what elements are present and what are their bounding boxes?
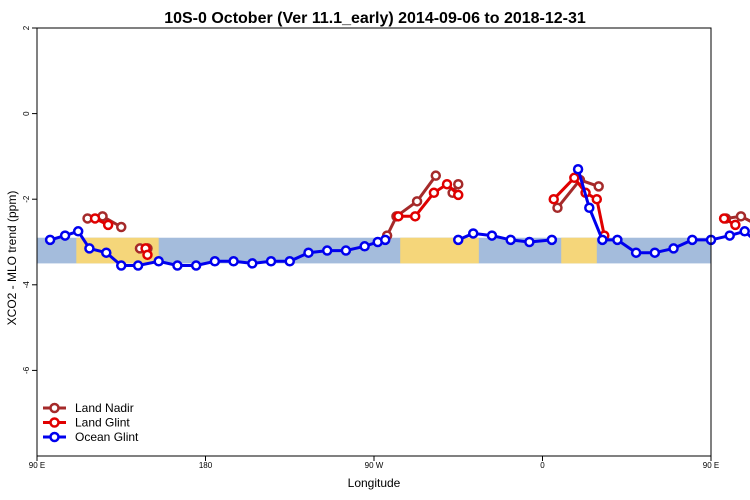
legend-swatch-marker xyxy=(49,417,60,428)
legend-label: Land Nadir xyxy=(75,401,134,415)
data-point xyxy=(190,260,202,271)
data-point xyxy=(59,230,71,241)
legend-item: Land Glint xyxy=(43,416,130,430)
data-point xyxy=(101,247,112,258)
series-layer xyxy=(44,163,750,271)
data-point xyxy=(142,249,153,261)
data-point xyxy=(359,241,370,252)
data-point xyxy=(552,202,563,214)
data-point xyxy=(102,219,114,231)
data-point xyxy=(467,228,479,239)
data-point xyxy=(453,178,464,190)
x-tick-label: 90 E xyxy=(703,461,719,470)
data-point xyxy=(649,247,661,258)
x-tick-label: 180 xyxy=(199,461,213,470)
data-point xyxy=(593,181,604,192)
y-tick-label: -2 xyxy=(22,195,31,203)
data-point xyxy=(44,234,56,246)
data-point xyxy=(505,234,516,246)
data-point xyxy=(116,221,127,233)
y-tick-label: 2 xyxy=(22,25,31,30)
data-point xyxy=(84,243,95,254)
data-point xyxy=(739,226,750,237)
data-point xyxy=(486,230,498,241)
legend-swatch-marker xyxy=(49,431,60,443)
data-point xyxy=(153,256,164,267)
data-point xyxy=(116,260,127,271)
data-point xyxy=(546,234,558,246)
legend-swatch-marker xyxy=(49,402,60,414)
data-point xyxy=(172,260,183,271)
data-point xyxy=(718,213,730,224)
data-point xyxy=(524,236,535,248)
y-tick-label: -4 xyxy=(22,281,31,289)
data-point xyxy=(441,178,453,190)
data-point xyxy=(597,234,608,246)
axes: 90 E 180 90 W 0 90 E 2 0 -2 -4 -6 xyxy=(22,25,719,470)
series-ocean-glint xyxy=(44,163,750,271)
y-axis-label: XCO2 - MLO trend (ppm) xyxy=(5,190,19,326)
x-tick-label: 90 W xyxy=(365,461,384,470)
data-point xyxy=(393,211,404,222)
data-point xyxy=(247,258,258,269)
data-point xyxy=(730,219,741,231)
y-tick-label: -6 xyxy=(22,366,31,374)
land-band xyxy=(400,237,479,264)
data-point xyxy=(411,196,423,207)
data-point xyxy=(428,187,440,199)
data-point xyxy=(687,234,698,246)
data-point xyxy=(430,170,442,181)
data-point xyxy=(630,247,642,258)
data-point xyxy=(584,202,595,214)
data-point xyxy=(72,226,84,237)
data-point xyxy=(724,230,735,241)
land-band xyxy=(561,237,597,264)
data-point xyxy=(572,163,584,175)
data-point xyxy=(379,234,391,246)
data-point xyxy=(409,211,421,222)
x-axis-label: Longitude xyxy=(347,476,401,490)
legend-label: Ocean Glint xyxy=(75,430,139,444)
data-point xyxy=(89,213,101,224)
y-tick-label: 0 xyxy=(22,111,31,116)
data-point xyxy=(735,211,747,222)
data-point xyxy=(569,172,580,184)
data-point xyxy=(340,245,352,256)
x-tick-label: 90 E xyxy=(29,461,45,470)
data-point xyxy=(284,256,295,267)
series-line xyxy=(385,174,438,237)
data-point xyxy=(321,245,333,256)
data-point xyxy=(265,256,277,267)
data-point xyxy=(132,260,144,271)
legend-item: Ocean Glint xyxy=(43,430,139,444)
data-point xyxy=(591,193,603,205)
data-point xyxy=(548,193,559,205)
data-point xyxy=(453,234,464,246)
data-point xyxy=(303,247,314,258)
data-point xyxy=(668,243,679,254)
x-tick-label: 0 xyxy=(540,461,545,470)
data-point xyxy=(453,189,464,201)
data-point xyxy=(228,256,239,267)
data-point xyxy=(209,256,221,267)
legend-item: Land Nadir xyxy=(43,401,134,415)
legend-label: Land Glint xyxy=(75,416,130,430)
chart-title: 10S-0 October (Ver 11.1_early) 2014-09-0… xyxy=(164,10,586,27)
data-point xyxy=(612,234,623,246)
